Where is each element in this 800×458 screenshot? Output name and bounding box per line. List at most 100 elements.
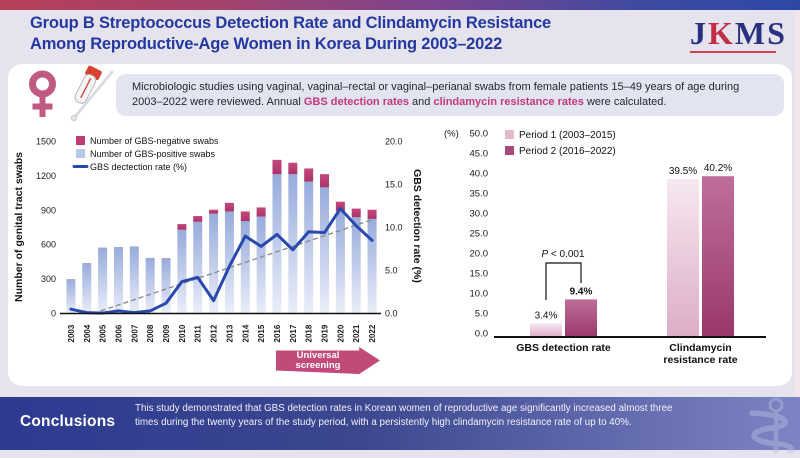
bar-positive-2019: [320, 187, 330, 314]
bar-positive-2008: [145, 257, 155, 314]
year-label-2008: 2008: [146, 324, 155, 342]
universal-screening-arrow: Universal screening: [276, 347, 380, 374]
y-axis-tick: 35.0: [470, 189, 489, 200]
y-axis-tick: 25.0: [470, 229, 489, 240]
bar-negative-2020: [335, 201, 345, 211]
bar-positive-2018: [304, 181, 314, 314]
value-label: 9.4%: [570, 286, 593, 297]
y-axis-tick: 5.0: [475, 309, 488, 320]
y-axis-tick: 30.0: [470, 209, 489, 220]
right-axis-title: GBS detection rate (%): [411, 169, 423, 283]
top-gradient-strip: [0, 0, 800, 10]
left-axis-tick: 300: [41, 274, 56, 284]
bar-positive-2007: [129, 246, 139, 314]
bar-negative-2021: [351, 208, 361, 218]
bar-positive-2015: [256, 216, 266, 314]
bar-negative-2012: [209, 209, 219, 214]
bar-positive-2006: [113, 246, 123, 314]
legend-label-rate-line: GBS dectection rate (%): [90, 162, 187, 172]
conclusions-text: This study demonstrated that GBS detecti…: [135, 403, 673, 428]
left-axis-title: Number of genital tract swabs: [13, 152, 25, 302]
female-symbol-icon: [26, 70, 62, 127]
bar-positive-2017: [288, 174, 298, 314]
left-axis-tick: 1500: [36, 137, 56, 147]
category-label: resistance rate: [663, 354, 737, 366]
bar-negative-2016: [272, 159, 282, 175]
study-summary-banner: Microbiologic studies using vaginal, vag…: [116, 74, 784, 116]
y-axis-tick: 50.0: [470, 129, 489, 140]
page-title: Group B Streptococcus Detection Rate and…: [30, 13, 670, 55]
page-title-line1: Group B Streptococcus Detection Rate and…: [30, 14, 552, 32]
right-axis-tick: 20.0: [385, 137, 403, 147]
detection-rate-line: [69, 207, 374, 315]
jkms-logo: JKMS: [690, 16, 785, 53]
bar-negative-2011: [193, 216, 203, 222]
y-axis-tick: 10.0: [470, 289, 489, 300]
bar-positive-2011: [193, 221, 203, 314]
caduceus-icon: [732, 397, 800, 458]
left-axis-tick: 1200: [36, 171, 56, 181]
trend-line: [92, 219, 373, 315]
year-label-2004: 2004: [83, 324, 92, 342]
year-label-2009: 2009: [162, 324, 171, 342]
y-axis-tick: 20.0: [470, 249, 489, 260]
bar-negative-2022: [367, 209, 377, 219]
right-axis-tick: 15.0: [385, 180, 403, 190]
year-label-2021: 2021: [352, 324, 361, 342]
legend-swatch-negative: [76, 136, 85, 145]
year-label-2005: 2005: [99, 324, 108, 342]
swab-tube-icon: [58, 64, 120, 127]
year-label-2019: 2019: [321, 324, 330, 342]
legend-swatch-positive: [76, 149, 85, 158]
legend-swatch-period2: [505, 146, 514, 155]
content-panel: [8, 64, 792, 386]
right-axis-tick: 0.0: [385, 309, 398, 319]
year-label-2013: 2013: [225, 324, 234, 342]
universal-screening-label-line1: Universal: [296, 350, 340, 361]
y-axis-tick: 0.0: [475, 329, 488, 340]
year-label-2003: 2003: [67, 324, 76, 342]
left-axis-tick: 0: [51, 309, 56, 319]
left-axis-tick: 900: [41, 205, 56, 215]
bar-positive-2003: [66, 279, 76, 314]
bar-negative-2018: [304, 168, 314, 182]
bar-positive-2010: [177, 229, 187, 314]
value-label: 39.5%: [669, 166, 697, 177]
year-label-2012: 2012: [210, 324, 219, 342]
y-axis-tick: 40.0: [470, 169, 489, 180]
left-axis-tick: 600: [41, 240, 56, 250]
jkms-logo-underline: [690, 51, 776, 53]
year-label-2017: 2017: [289, 324, 298, 342]
bar-negative-2019: [320, 174, 330, 188]
year-label-2022: 2022: [368, 324, 377, 342]
value-label: 3.4%: [535, 310, 558, 321]
bar-negative-2015: [256, 207, 266, 217]
bar-positive-2004: [82, 263, 92, 314]
legend-label-positive: Number of GBS-positive swabs: [90, 149, 216, 159]
bar-negative-2017: [288, 162, 298, 175]
year-label-2011: 2011: [194, 325, 203, 343]
category-label: GBS detection rate: [516, 342, 611, 354]
bar-positive-2016: [272, 174, 282, 314]
right-axis-tick: 10.0: [385, 223, 403, 233]
category-label: Clindamycin: [669, 342, 731, 354]
year-label-2018: 2018: [305, 324, 314, 342]
bar-negative-2009: [161, 258, 171, 260]
jkms-logo-letters: JKMS: [690, 15, 787, 51]
bar-clindamycin-period2: [702, 176, 734, 337]
period-comparison-chart: 0.0 5.0 10.0 15.0 20.0 25.0 30.0 35.0 40.0 45.0 50…: [444, 129, 766, 366]
legend-swatch-period1: [505, 130, 514, 139]
year-label-2016: 2016: [273, 324, 282, 342]
year-label-2014: 2014: [241, 324, 250, 342]
right-edge-accent: [795, 10, 800, 397]
bar-positive-2009: [161, 259, 171, 314]
page-title-line2: Among Reproductive-Age Women in Korea Du…: [30, 35, 503, 53]
legend-label-period1: Period 1 (2003–2015): [519, 130, 616, 141]
right-axis-tick: 5.0: [385, 266, 398, 276]
bar-gbs-detection-rate-period1: [530, 323, 562, 337]
bar-positive-2020: [335, 210, 345, 314]
significance-bracket: [545, 262, 582, 300]
bar-positive-2005: [98, 247, 108, 314]
bar-positive-2013: [224, 211, 234, 314]
p-value-label: P < 0.001: [541, 249, 585, 260]
